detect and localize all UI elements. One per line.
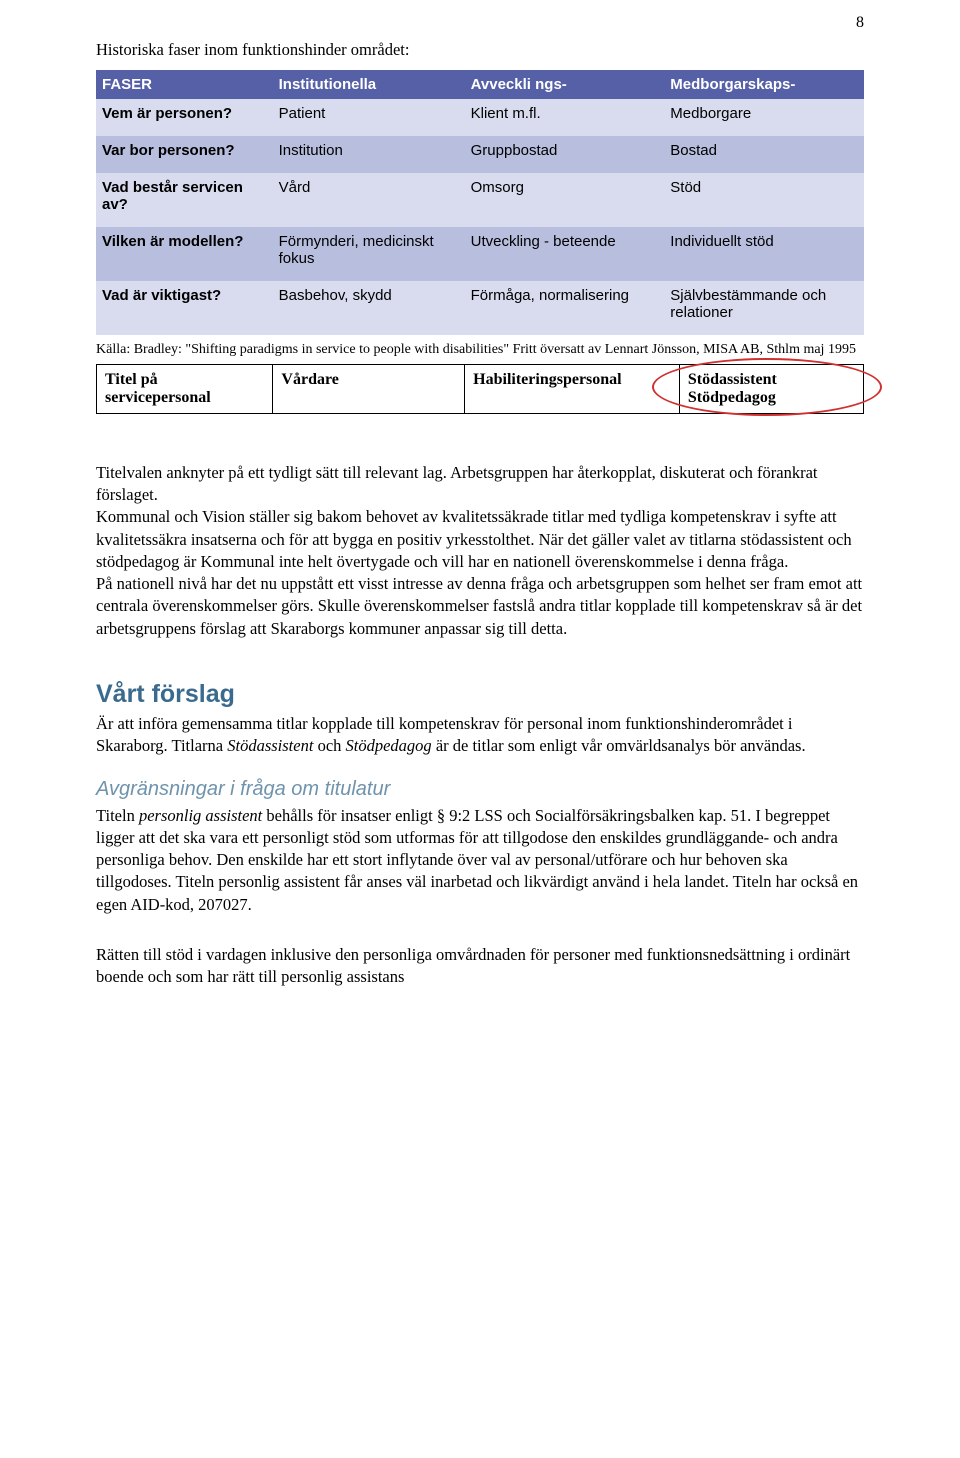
row-cell: Patient <box>273 99 465 136</box>
row-label: Var bor personen? <box>96 136 273 173</box>
intro-line: Historiska faser inom funktionshinder om… <box>96 40 864 60</box>
title-cell-vardare: Vårdare <box>273 364 465 413</box>
term-stodpedagog: Stödpedagog <box>346 736 432 755</box>
term-stodassistent: Stödassistent <box>227 736 313 755</box>
row-cell: Klient m.fl. <box>465 99 665 136</box>
row-cell: Basbehov, skydd <box>273 281 465 335</box>
title-cell-stod: Stödassistent Stödpedagog <box>679 364 863 413</box>
table-header-row: FASER Institutionella Avveckli ngs- Medb… <box>96 70 864 99</box>
table-row: Vad är viktigast?Basbehov, skyddFörmåga,… <box>96 281 864 335</box>
term-personlig-assistent: personlig assistent <box>139 806 262 825</box>
col-avvecklings: Avveckli ngs- <box>465 70 665 99</box>
table-row: Vad består servicen av?VårdOmsorgStöd <box>96 173 864 227</box>
body-para-2: Kommunal och Vision ställer sig bakom be… <box>96 506 864 573</box>
body-para-1: Titelvalen anknyter på ett tydligt sätt … <box>96 462 864 507</box>
table-row: Vem är personen?PatientKlient m.fl.Medbo… <box>96 99 864 136</box>
body-paragraphs: Titelvalen anknyter på ett tydligt sätt … <box>96 462 864 640</box>
row-cell: Medborgare <box>664 99 864 136</box>
col-faser: FASER <box>96 70 273 99</box>
row-label: Vad är viktigast? <box>96 281 273 335</box>
title-cell-label: Titel på servicepersonal <box>97 364 273 413</box>
subsection-heading: Avgränsningar i fråga om titulatur <box>96 778 864 801</box>
subsection-body: Titeln personlig assistent behålls för i… <box>96 805 864 916</box>
row-cell: Förmynderi, medicinskt fokus <box>273 227 465 281</box>
row-cell: Bostad <box>664 136 864 173</box>
body-para-3: På nationell nivå har det nu uppstått et… <box>96 573 864 640</box>
row-cell: Institution <box>273 136 465 173</box>
row-cell: Självbestämmande och relationer <box>664 281 864 335</box>
row-cell: Vård <box>273 173 465 227</box>
section-heading: Vårt förslag <box>96 680 864 709</box>
table-row: Vilken är modellen?Förmynderi, medicinsk… <box>96 227 864 281</box>
title-row-table: Titel på servicepersonal Vårdare Habilit… <box>96 364 864 414</box>
phases-table: FASER Institutionella Avveckli ngs- Medb… <box>96 70 864 335</box>
col-institutionella: Institutionella <box>273 70 465 99</box>
table-row: Titel på servicepersonal Vårdare Habilit… <box>97 364 864 413</box>
row-label: Vilken är modellen? <box>96 227 273 281</box>
row-cell: Förmåga, normalisering <box>465 281 665 335</box>
row-cell: Utveckling - beteende <box>465 227 665 281</box>
row-label: Vad består servicen av? <box>96 173 273 227</box>
section-body: Är att införa gemensamma titlar kopplade… <box>96 713 864 758</box>
page: 8 Historiska faser inom funktionshinder … <box>0 0 960 1048</box>
section-body-mid: och <box>313 736 345 755</box>
col-medborgarskaps: Medborgarskaps- <box>664 70 864 99</box>
row-cell: Individuellt stöd <box>664 227 864 281</box>
final-paragraph: Rätten till stöd i vardagen inklusive de… <box>96 944 864 989</box>
section-body-suffix: är de titlar som enligt vår omvärldsanal… <box>432 736 806 755</box>
stodassistent-label: Stödassistent <box>688 371 777 388</box>
row-cell: Stöd <box>664 173 864 227</box>
table-row: Var bor personen?InstitutionGruppbostadB… <box>96 136 864 173</box>
row-label: Vem är personen? <box>96 99 273 136</box>
page-number: 8 <box>856 14 864 32</box>
row-cell: Gruppbostad <box>465 136 665 173</box>
subsection-prefix: Titeln <box>96 806 139 825</box>
title-cell-habilitering: Habiliteringspersonal <box>465 364 680 413</box>
row-cell: Omsorg <box>465 173 665 227</box>
stodpedagog-label: Stödpedagog <box>688 389 776 406</box>
source-note: Källa: Bradley: "Shifting paradigms in s… <box>96 341 864 360</box>
